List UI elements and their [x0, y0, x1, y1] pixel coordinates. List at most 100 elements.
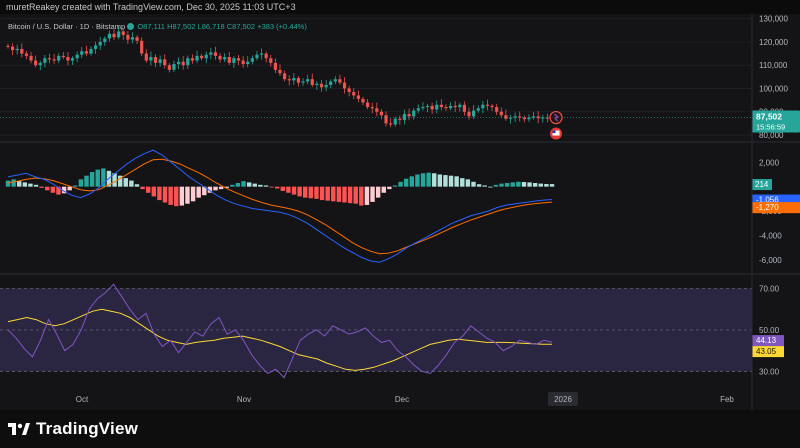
time-axis-label: 2026 [554, 395, 572, 404]
macd-histogram-bar [17, 181, 22, 187]
legend-low: L86,718 [197, 22, 225, 31]
macd-histogram-bar [499, 183, 504, 187]
macd-line [7, 149, 553, 263]
candle-body [75, 54, 79, 59]
macd-histogram-bar [174, 186, 179, 207]
candle-body [310, 79, 314, 85]
candle-body [531, 116, 536, 118]
tradingview-logo[interactable]: TradingView [8, 419, 138, 439]
candle-body [536, 116, 540, 119]
macd-histogram-bar [303, 186, 308, 198]
symbol-legend: Bitcoin / U.S. Dollar · 1D · Bitstamp O8… [8, 22, 307, 31]
macd-histogram-bar [381, 186, 386, 193]
macd-histogram-bar [375, 186, 381, 198]
macd-histogram-bar [297, 186, 302, 197]
candle-body [379, 111, 384, 116]
macd-histogram-bar [488, 186, 493, 188]
candle-body [250, 58, 254, 62]
candle-body [361, 98, 365, 103]
footer-bar: TradingView [0, 410, 800, 448]
time-cursor-badge [548, 392, 578, 406]
candle-body [43, 58, 47, 63]
candle-body [89, 48, 93, 54]
time-axis-label: Feb [720, 395, 734, 404]
time-axis-label: Nov [237, 395, 251, 404]
macd-histogram-bar [336, 186, 342, 202]
rsi-tick-label: 50.00 [759, 326, 780, 335]
candle-body [398, 118, 402, 120]
rsi-ma-value-badge [752, 346, 784, 358]
rsi-value-badge [752, 335, 784, 347]
candle-body [448, 105, 453, 109]
candle-body [306, 79, 310, 82]
candle-body [57, 55, 61, 61]
candle-body [186, 58, 190, 66]
macd-histogram-bar [476, 184, 482, 187]
candle-body [333, 79, 337, 82]
candle-body [329, 81, 333, 85]
countdown-label: 15:56:59 [756, 123, 785, 132]
macd-histogram-bar [123, 178, 128, 187]
macd-histogram-bar [61, 186, 67, 194]
macd-histogram-bar [185, 186, 190, 204]
candle-body [425, 105, 430, 108]
macd-histogram-bar [146, 186, 151, 193]
macd-histogram-bar [246, 182, 252, 187]
macd-histogram-bar [101, 168, 106, 187]
candle-body [135, 37, 139, 41]
macd-histogram-bar [129, 180, 134, 187]
candle-body [522, 117, 526, 120]
macd-histogram-bar [409, 176, 414, 187]
macd-histogram-bar [403, 178, 409, 187]
macd-histogram-bar [392, 185, 398, 187]
candle-body [126, 34, 130, 40]
candle-body [338, 79, 342, 83]
chart-area[interactable]: 130,000120,000110,000100,00090,00080,000… [0, 14, 800, 410]
macd-histogram-bar [549, 184, 555, 187]
macd-histogram-bar [28, 183, 33, 187]
macd-histogram-bar [140, 186, 145, 190]
macd-histogram-bar [398, 181, 403, 187]
macd-value-label: -1,056 [756, 196, 779, 205]
candle-body [370, 107, 374, 109]
candle-body [481, 104, 485, 109]
candle-body [121, 31, 125, 35]
candle-body [324, 84, 328, 88]
price-tick-label: 100,000 [759, 84, 788, 93]
candle-body [375, 108, 379, 112]
candle-body [342, 82, 347, 89]
candle-body [213, 52, 218, 56]
macd-histogram-bar [527, 182, 532, 187]
rsi-line [7, 283, 553, 379]
candle-body [347, 88, 351, 92]
candle-body [223, 57, 227, 60]
candle-body [365, 102, 370, 108]
macd-histogram-bar [168, 186, 173, 205]
histogram-value-label: 214 [755, 180, 769, 189]
macd-tick-label: 2,000 [759, 158, 780, 167]
candle-body [98, 41, 102, 46]
macd-histogram-bar [544, 183, 549, 187]
chart-canvas[interactable]: 130,000120,000110,000100,00090,00080,000… [0, 14, 800, 410]
candle-body [11, 46, 15, 51]
candle-body [453, 105, 457, 108]
candle-body [435, 104, 439, 110]
attribution-bar: muretReakey created with TradingView.com… [0, 0, 800, 14]
macd-histogram-bar [89, 172, 95, 187]
macd-histogram-bar [218, 186, 224, 190]
price-tick-label: 130,000 [759, 15, 788, 24]
legend-open: O87,111 [137, 22, 165, 31]
macd-signal-line [7, 158, 553, 255]
candle-body [117, 31, 121, 38]
macd-histogram-bar [280, 186, 286, 191]
candle-body [292, 78, 296, 81]
macd-histogram-bar [510, 182, 515, 187]
candle-body [402, 114, 407, 120]
macd-histogram-bar [179, 186, 185, 206]
candle-body [47, 58, 52, 60]
macd-histogram-bar [33, 184, 39, 187]
candle-body [209, 52, 213, 55]
candle-body [485, 104, 490, 106]
candle-body [93, 45, 98, 49]
time-axis-label: Oct [76, 395, 89, 404]
